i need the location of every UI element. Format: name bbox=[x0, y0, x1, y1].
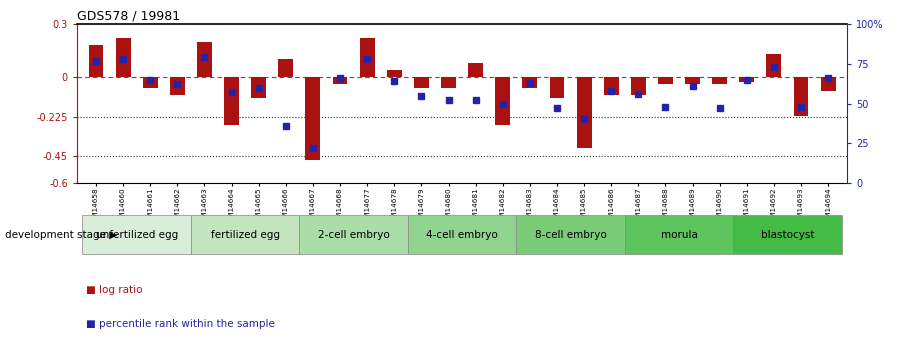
Text: ■ log ratio: ■ log ratio bbox=[86, 285, 142, 295]
Bar bbox=[516, 215, 625, 255]
Bar bbox=[333, 77, 348, 84]
Bar bbox=[685, 77, 700, 84]
Bar bbox=[550, 77, 564, 98]
Bar bbox=[821, 77, 835, 91]
Bar bbox=[191, 215, 299, 255]
Bar bbox=[116, 38, 130, 77]
Bar bbox=[299, 215, 408, 255]
Bar bbox=[794, 77, 808, 116]
Bar bbox=[197, 42, 212, 77]
Bar bbox=[739, 77, 754, 82]
Bar bbox=[82, 215, 191, 255]
Bar bbox=[408, 215, 516, 255]
Bar bbox=[576, 77, 592, 148]
Bar bbox=[658, 77, 673, 84]
Text: morula: morula bbox=[660, 230, 698, 239]
Bar bbox=[387, 70, 401, 77]
Bar bbox=[414, 77, 429, 88]
Text: 8-cell embryo: 8-cell embryo bbox=[535, 230, 606, 239]
Bar bbox=[224, 77, 239, 125]
Text: GDS578 / 19981: GDS578 / 19981 bbox=[77, 10, 180, 23]
Text: ■ percentile rank within the sample: ■ percentile rank within the sample bbox=[86, 319, 275, 329]
Bar bbox=[631, 77, 646, 95]
Bar bbox=[468, 63, 483, 77]
Bar bbox=[143, 77, 158, 88]
Text: blastocyst: blastocyst bbox=[761, 230, 814, 239]
Text: development stage ▶: development stage ▶ bbox=[5, 230, 117, 239]
Text: unfertilized egg: unfertilized egg bbox=[95, 230, 178, 239]
Bar bbox=[523, 77, 537, 88]
Bar bbox=[278, 59, 294, 77]
Bar bbox=[360, 38, 374, 77]
Bar bbox=[766, 54, 781, 77]
Text: 2-cell embryo: 2-cell embryo bbox=[318, 230, 390, 239]
Bar bbox=[712, 77, 728, 84]
Text: fertilized egg: fertilized egg bbox=[210, 230, 280, 239]
Bar bbox=[89, 45, 103, 77]
Bar bbox=[305, 77, 321, 160]
Bar bbox=[733, 215, 842, 255]
Bar bbox=[603, 77, 619, 95]
Bar bbox=[251, 77, 266, 98]
Bar bbox=[441, 77, 456, 88]
Bar bbox=[496, 77, 510, 125]
Bar bbox=[625, 215, 733, 255]
Text: 4-cell embryo: 4-cell embryo bbox=[426, 230, 498, 239]
Bar bbox=[170, 77, 185, 95]
